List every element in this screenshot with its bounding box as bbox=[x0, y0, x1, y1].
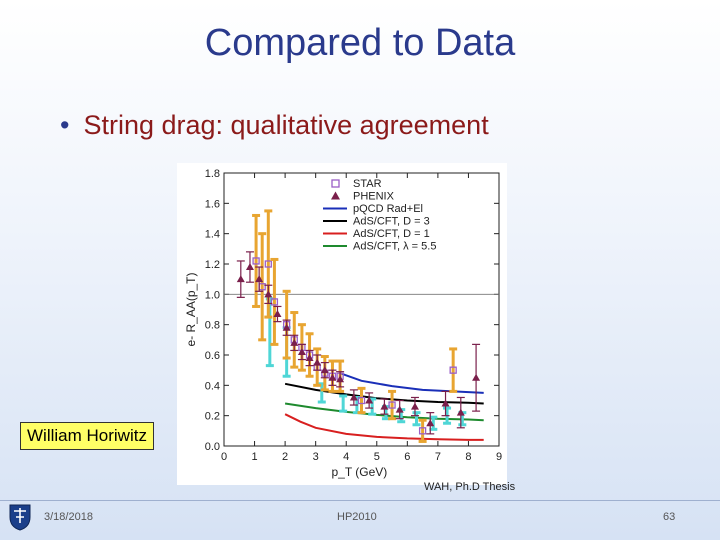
legend-marker-phenix bbox=[331, 191, 340, 200]
star-point bbox=[252, 257, 260, 265]
phenix-point bbox=[305, 354, 314, 362]
series-line-pqcd-rad-el bbox=[339, 372, 484, 394]
y-tick-label: 1.0 bbox=[205, 289, 220, 301]
phenix-point bbox=[349, 393, 358, 401]
y-tick-label: 1.6 bbox=[205, 198, 220, 210]
chart-figure: 0.0 0.2 0.4 0.6 0.8 1.0 1.2 1.4 1.6 1.8 0 1 2 3 4 5 6 7 8 9… bbox=[177, 163, 507, 485]
plot-frame bbox=[223, 172, 500, 447]
phenix-point bbox=[336, 375, 345, 383]
footer-divider bbox=[0, 500, 720, 501]
y-tick-label: 0.4 bbox=[205, 380, 220, 392]
phenix-point bbox=[456, 408, 465, 416]
star-point bbox=[264, 260, 272, 268]
bullet-icon: • bbox=[60, 110, 70, 140]
phenix-point bbox=[328, 373, 337, 381]
author-label: William Horiwitz bbox=[20, 422, 154, 450]
legend-entry: AdS/CFT, λ = 5.5 bbox=[353, 241, 436, 253]
phenix-point bbox=[264, 290, 273, 298]
phenix-point bbox=[380, 402, 389, 410]
y-tick-label: 0.6 bbox=[205, 350, 220, 362]
legend-entry: pQCD Rad+El bbox=[353, 203, 423, 215]
y-tick-label: 1.4 bbox=[205, 229, 220, 241]
x-tick-label: 2 bbox=[282, 451, 288, 463]
star-point bbox=[270, 298, 279, 306]
phenix-point bbox=[426, 419, 435, 427]
phenix-point bbox=[273, 310, 282, 318]
x-tick-label: 0 bbox=[221, 451, 227, 463]
phenix-point bbox=[472, 373, 481, 381]
phenix-point bbox=[441, 399, 450, 407]
legend-entry: AdS/CFT, D = 3 bbox=[353, 216, 430, 228]
footer-date: 3/18/2018 bbox=[44, 511, 93, 523]
legend-entry: AdS/CFT, D = 1 bbox=[353, 228, 430, 240]
legend-entry: PHENIX bbox=[353, 191, 395, 203]
y-tick-label: 0.0 bbox=[205, 441, 220, 453]
x-tick-label: 9 bbox=[496, 451, 502, 463]
y-tick-label: 1.8 bbox=[205, 168, 220, 180]
phenix-point bbox=[282, 323, 291, 331]
legend-entry: STAR bbox=[353, 178, 382, 190]
x-tick-label: 1 bbox=[251, 451, 257, 463]
phenix-point bbox=[395, 405, 404, 413]
phenix-point bbox=[320, 366, 329, 374]
raa-chart: 0.0 0.2 0.4 0.6 0.8 1.0 1.2 1.4 1.6 1.8 0 1 2 3 4 5 6 7 8 9… bbox=[184, 168, 502, 479]
star-point bbox=[418, 427, 427, 435]
phenix-point bbox=[245, 263, 254, 271]
phenix-point bbox=[313, 358, 322, 366]
y-tick-label: 0.8 bbox=[205, 320, 220, 332]
x-tick-label: 5 bbox=[374, 451, 380, 463]
star-point bbox=[449, 366, 457, 374]
phenix-point bbox=[236, 275, 245, 283]
legend-marker-star bbox=[331, 179, 340, 188]
x-tick-label: 6 bbox=[404, 451, 410, 463]
figure-credit: WAH, Ph.D Thesis bbox=[424, 481, 516, 493]
y-tick-label: 0.2 bbox=[205, 411, 220, 423]
series-line-ads-cft-d-1 bbox=[284, 413, 484, 441]
x-tick-label: 4 bbox=[343, 451, 349, 463]
phenix-point bbox=[297, 347, 306, 355]
phenix-point bbox=[365, 396, 374, 404]
y-axis-label: e- R_AA(p_T) bbox=[184, 272, 198, 346]
bullet-text: String drag: qualitative agreement bbox=[83, 110, 489, 140]
x-tick-label: 8 bbox=[465, 451, 471, 463]
x-tick-label: 3 bbox=[313, 451, 319, 463]
bullet-point: • String drag: qualitative agreement bbox=[60, 110, 489, 141]
footer-page-number: 63 bbox=[663, 511, 676, 523]
phenix-point bbox=[410, 402, 419, 410]
y-tick-label: 1.2 bbox=[205, 259, 220, 271]
star-point bbox=[357, 396, 366, 405]
university-crest-icon bbox=[9, 504, 31, 531]
phenix-point bbox=[255, 275, 264, 283]
star-point bbox=[388, 401, 396, 409]
phenix-point bbox=[290, 338, 299, 346]
footer-event: HP2010 bbox=[337, 511, 377, 523]
slide-title: Compared to Data bbox=[204, 22, 516, 64]
x-axis-label: p_T (GeV) bbox=[332, 465, 388, 479]
x-tick-label: 7 bbox=[435, 451, 441, 463]
